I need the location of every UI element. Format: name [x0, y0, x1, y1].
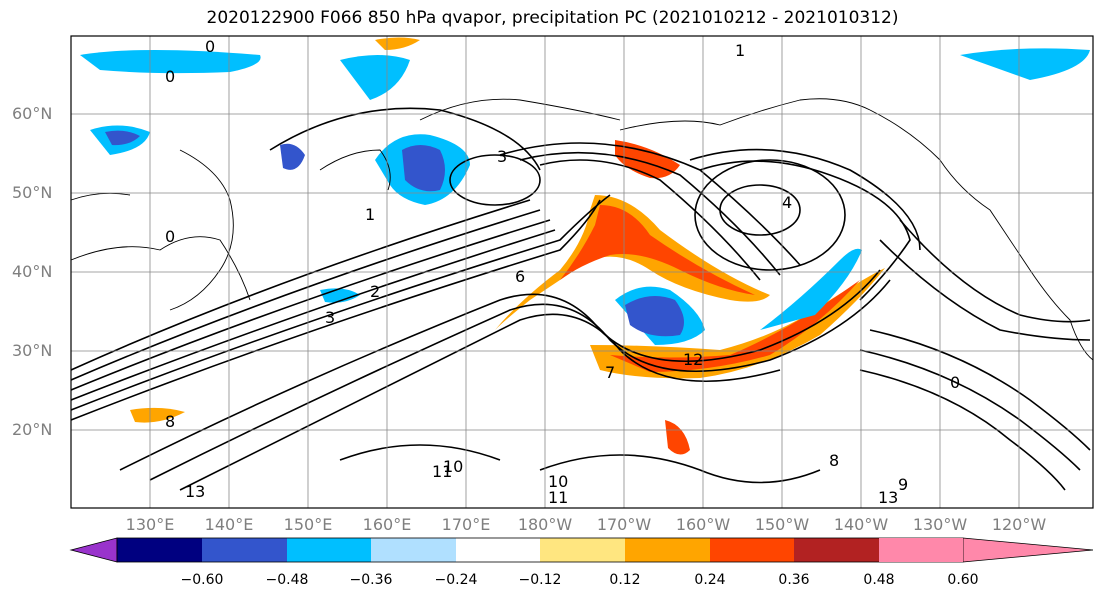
contour-label: 10 — [443, 457, 463, 476]
lon-label: 120°W — [991, 515, 1047, 534]
contour-label: 4 — [782, 193, 792, 212]
contour-lines — [70, 107, 1091, 491]
colorbar-extend-left — [69, 537, 118, 563]
contour-label: 11 — [548, 488, 568, 507]
contour-label: 1 — [365, 205, 375, 224]
colorbar-segment — [117, 538, 202, 562]
positive-anomaly-southwest — [130, 407, 185, 423]
colorbar-tick-label: −0.24 — [434, 572, 478, 588]
colorbar-tick-label: 0.24 — [694, 572, 726, 588]
strong-positive-anomaly-band — [560, 205, 755, 295]
positive-anomaly-south — [665, 420, 690, 455]
strong-negative-central-low — [625, 296, 684, 337]
colorbar-segment — [202, 538, 287, 562]
contour-label: 7 — [605, 363, 615, 382]
contour-label: 0 — [165, 227, 175, 246]
lon-label: 140°W — [833, 515, 889, 534]
negative-anomaly-arc — [760, 248, 862, 330]
lat-label-40n: 40°N — [12, 262, 53, 281]
lon-label: 170°W — [596, 515, 652, 534]
colorbar-segment — [371, 538, 456, 562]
contour-label: 0 — [205, 37, 215, 56]
contour-label: 11 — [432, 462, 452, 481]
negative-anomaly-sakhalin — [280, 143, 305, 170]
lat-label-60n: 60°N — [12, 104, 53, 123]
contour-label-group: 0 0 0 0 1 1 2 3 3 4 6 7 8 8 9 10 10 11 1… — [165, 37, 960, 507]
gridlines — [71, 36, 1093, 508]
colorbar-tick-label: 0.48 — [863, 572, 895, 588]
map-frame — [70, 35, 1094, 509]
strong-negative-japan — [402, 145, 445, 192]
contour-label: 0 — [165, 67, 175, 86]
lon-label: 150°E — [283, 515, 333, 534]
lon-label: 130°W — [912, 515, 968, 534]
contour-label: 1 — [735, 41, 745, 60]
colorbar-tick-label: 0.60 — [947, 572, 979, 588]
colorbar-tick-label: 0.36 — [778, 572, 810, 588]
colorbar-tick-label: −0.60 — [180, 572, 224, 588]
colorbar-segment — [625, 538, 710, 562]
contour-label: 13 — [185, 482, 205, 501]
lon-label: 160°E — [362, 515, 412, 534]
contour-label: 0 — [950, 373, 960, 392]
colorbar-segment — [879, 538, 963, 562]
negative-anomaly-kamchatka — [340, 55, 410, 100]
lat-label-30n: 30°N — [12, 341, 53, 360]
map-title: 2020122900 F066 850 hPa qvapor, precipit… — [206, 8, 899, 28]
lat-label-50n: 50°N — [12, 183, 53, 202]
lat-label-20n: 20°N — [12, 420, 53, 439]
negative-anomaly-north — [80, 50, 261, 74]
lon-label: 160°W — [675, 515, 731, 534]
lon-label: 150°W — [754, 515, 810, 534]
strong-negative-northwest — [105, 130, 140, 146]
colorbar-tick-label: 0.12 — [609, 572, 641, 588]
colorbar-segment — [540, 538, 625, 562]
contour-label: 12 — [683, 350, 703, 369]
colorbar-segment — [710, 538, 794, 562]
contour-label: 9 — [898, 475, 908, 494]
positive-anomaly-top — [375, 37, 420, 50]
colorbar-tick-label: −0.48 — [265, 572, 309, 588]
contour-label: 3 — [497, 147, 507, 166]
contour-label: 8 — [829, 451, 839, 470]
negative-anomaly-top-right — [960, 48, 1090, 80]
lon-label: 180°W — [517, 515, 573, 534]
colorbar-tick-label: −0.12 — [518, 572, 562, 588]
contour-label: 13 — [878, 488, 898, 507]
contour-label: 3 — [325, 308, 335, 327]
lon-label: 170°E — [441, 515, 491, 534]
colorbar-segment — [456, 538, 540, 562]
contour-label: 6 — [515, 267, 525, 286]
colorbar — [69, 537, 1094, 563]
contour-label: 2 — [370, 282, 380, 301]
colorbar-segment — [794, 538, 879, 562]
lon-label: 140°E — [204, 515, 254, 534]
lon-label: 130°E — [125, 515, 175, 534]
colorbar-tick-label: −0.36 — [349, 572, 393, 588]
contour-label: 10 — [548, 472, 568, 491]
contour-label: 8 — [165, 412, 175, 431]
colorbar-segment — [287, 538, 371, 562]
